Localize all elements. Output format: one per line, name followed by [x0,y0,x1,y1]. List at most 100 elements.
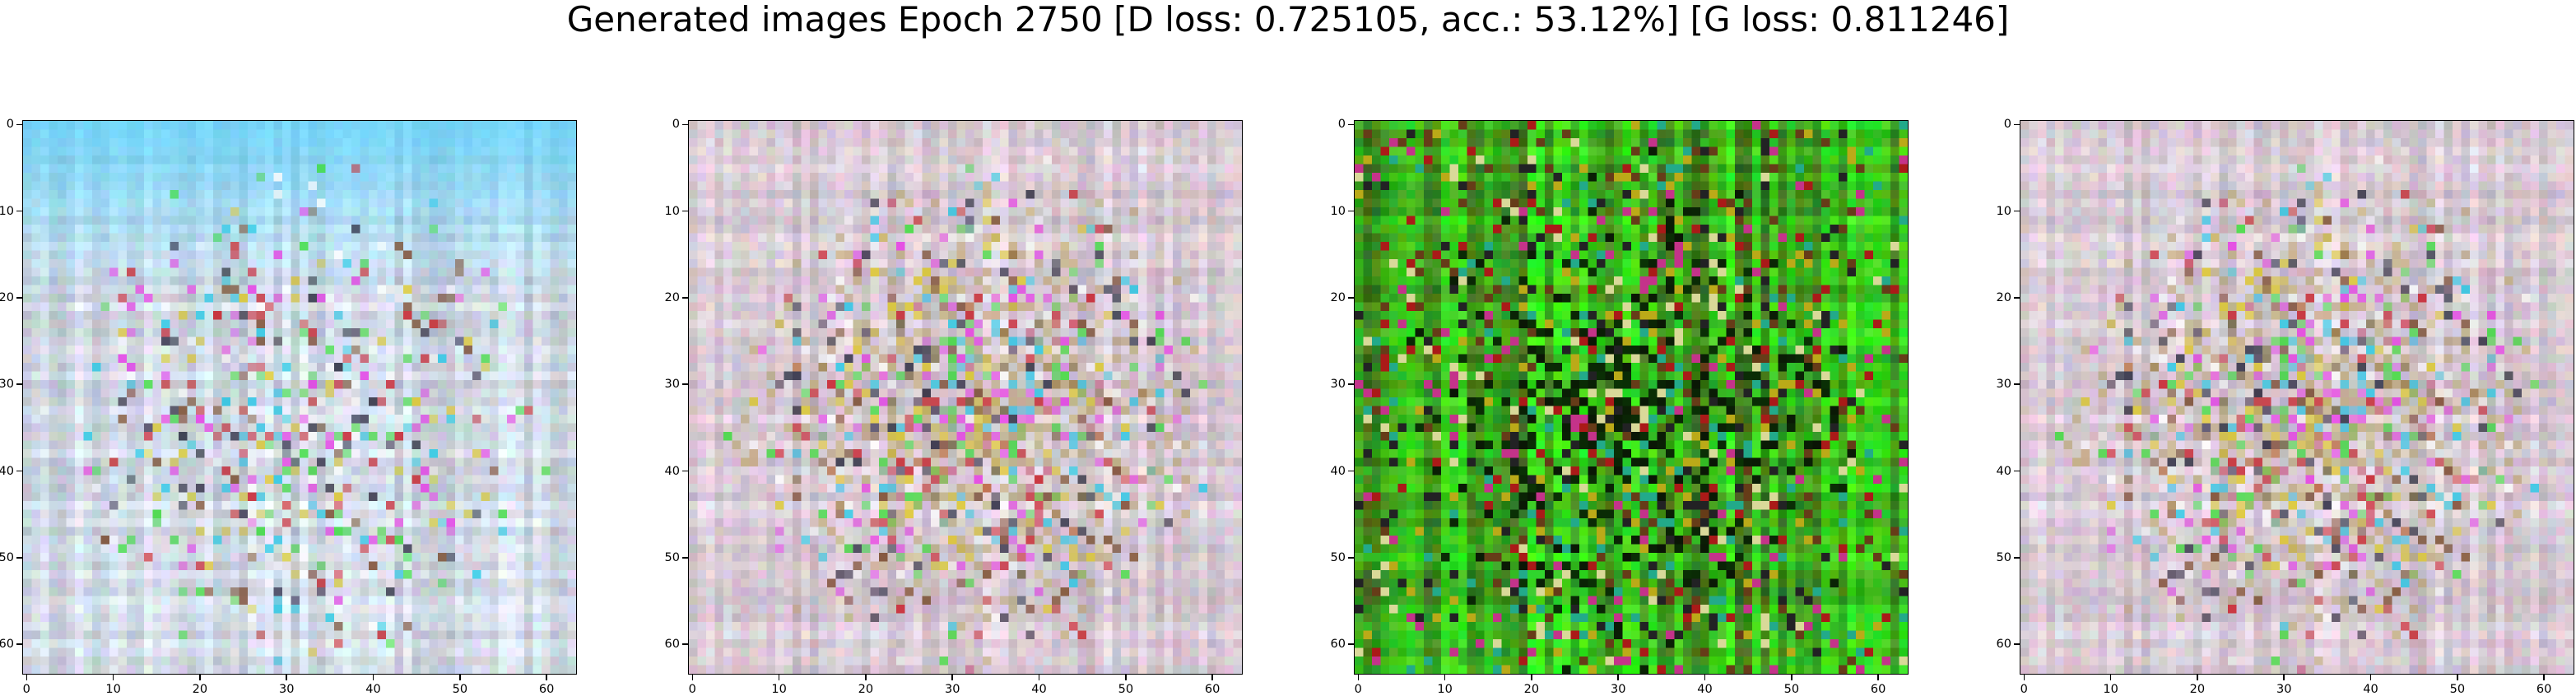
y-tick [2014,643,2020,645]
x-tick [112,675,114,680]
x-tick [1038,675,1040,680]
x-tick [2283,675,2285,680]
x-tick-label: 40 [1031,683,1047,696]
x-tick [286,675,287,680]
y-tick-label: 40 [664,464,680,478]
x-tick [2369,675,2372,680]
y-tick [2014,297,2020,299]
y-tick [1348,297,1354,299]
y-tick [1348,123,1354,126]
generated-image-1 [23,121,576,674]
y-tick-label: 60 [0,638,14,652]
x-tick-label: 20 [858,683,874,696]
y-tick-label: 60 [1330,638,1346,652]
generated-image-panel-3 [1354,120,1909,675]
y-tick [16,470,22,472]
y-tick-label: 30 [1996,378,2011,392]
y-tick [16,297,22,299]
y-tick-label: 50 [1330,550,1346,564]
y-tick [682,210,688,212]
y-tick-label: 0 [6,118,14,132]
y-tick [16,643,22,645]
y-tick-label: 60 [664,638,680,652]
generated-image-2 [689,121,1242,674]
generated-image-panel-1 [22,120,577,675]
x-tick [459,675,461,680]
x-tick-label: 0 [688,683,696,696]
y-tick [2014,383,2020,385]
x-tick [1617,675,1619,680]
x-tick-label: 0 [2020,683,2028,696]
y-tick [1348,557,1354,559]
x-tick [26,675,28,680]
y-tick-label: 30 [1330,378,1346,392]
x-tick [778,675,780,680]
y-tick [682,643,688,645]
x-tick [1444,675,1446,680]
y-tick-label: 30 [0,378,14,392]
y-tick-label: 50 [0,550,14,564]
x-tick-label: 30 [1610,683,1626,696]
x-tick [951,675,953,680]
x-tick-label: 60 [1870,683,1886,696]
y-tick-label: 10 [0,204,14,218]
x-tick-label: 60 [538,683,555,696]
y-tick [682,557,688,559]
y-tick-label: 0 [1337,118,1346,132]
x-tick [1877,675,1879,680]
y-tick-label: 50 [664,550,680,564]
y-tick [2014,210,2020,212]
x-tick [546,675,547,680]
x-tick-label: 40 [365,683,381,696]
x-tick-label: 50 [2449,683,2466,696]
x-tick-label: 10 [105,683,121,696]
y-tick-label: 20 [664,290,680,304]
y-tick [16,383,22,385]
y-tick [1348,470,1354,472]
y-tick [16,557,22,559]
x-tick [1125,675,1127,680]
x-tick [2543,675,2545,680]
x-tick-label: 40 [1697,683,1713,696]
x-tick [865,675,867,680]
y-tick [1348,383,1354,385]
y-tick-label: 40 [1330,464,1346,478]
x-tick-label: 30 [944,683,960,696]
x-tick-label: 10 [1437,683,1453,696]
x-tick-label: 60 [2536,683,2552,696]
y-tick [16,123,22,126]
y-tick [1348,643,1354,645]
x-tick-label: 50 [452,683,468,696]
y-tick [2014,123,2020,126]
x-tick [2457,675,2458,680]
x-tick [1704,675,1706,680]
x-tick [2109,675,2112,680]
y-tick [682,123,688,126]
x-tick [1357,675,1360,680]
x-tick-label: 50 [1783,683,1800,696]
x-tick [199,675,201,680]
y-tick [16,210,22,212]
y-tick [682,297,688,299]
y-tick [682,383,688,385]
x-tick-label: 40 [2363,683,2378,696]
generated-image-3 [1355,121,1908,674]
x-tick [372,675,374,680]
x-tick [2197,675,2198,680]
x-tick [691,675,694,680]
x-tick-label: 30 [2276,683,2292,696]
x-tick-label: 30 [278,683,295,696]
x-tick-label: 60 [1204,683,1221,696]
y-tick [2014,557,2020,559]
x-tick [1791,675,1793,680]
y-tick-label: 10 [664,204,680,218]
y-tick-label: 20 [1996,290,2011,304]
y-tick-label: 40 [0,464,14,478]
y-tick-label: 40 [1996,464,2011,478]
generated-image-4 [2020,121,2574,674]
x-tick [1211,675,1213,680]
x-tick-label: 20 [192,683,208,696]
y-tick [1348,210,1354,212]
figure-title: Generated images Epoch 2750 [D loss: 0.7… [566,0,2010,39]
x-tick-label: 0 [22,683,30,696]
